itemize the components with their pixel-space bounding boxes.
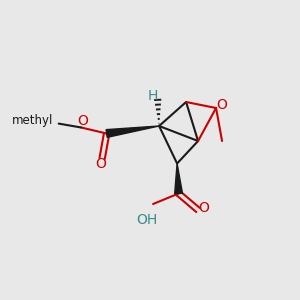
Text: H: H (148, 89, 158, 103)
Polygon shape (175, 164, 182, 194)
Text: OH: OH (136, 214, 158, 227)
Text: O: O (217, 98, 227, 112)
Text: O: O (198, 202, 209, 215)
Text: O: O (77, 114, 88, 128)
Polygon shape (106, 126, 159, 137)
Text: methyl: methyl (12, 114, 53, 127)
Text: O: O (95, 157, 106, 171)
